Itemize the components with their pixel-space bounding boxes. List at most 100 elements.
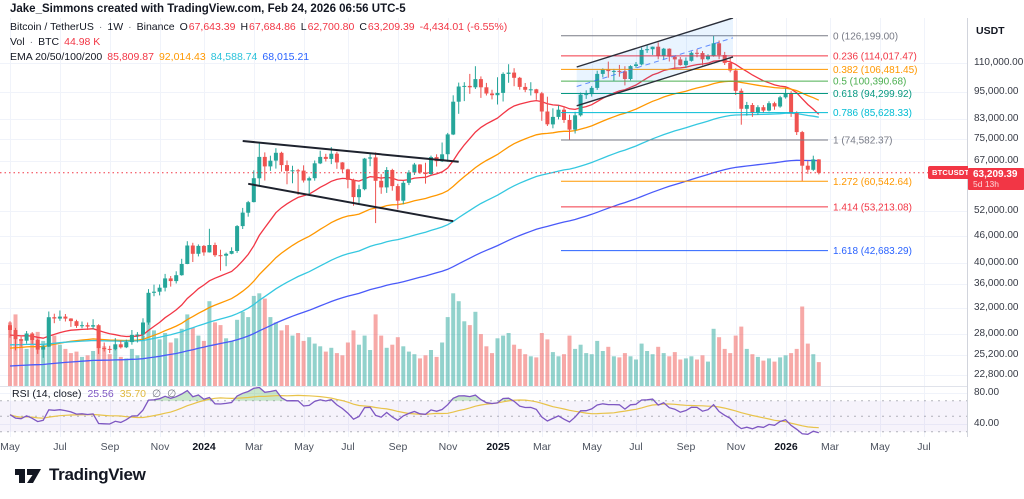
time-label[interactable]: May: [582, 441, 602, 453]
fib-label-0.236[interactable]: 0.236 (114,017.47): [833, 51, 917, 62]
candle[interactable]: [345, 168, 350, 189]
price-tick[interactable]: 95,000.00: [974, 86, 1019, 97]
rsi-ma-line[interactable]: [9, 394, 819, 429]
time-label[interactable]: May: [0, 441, 20, 453]
time-label[interactable]: Jul: [341, 441, 355, 453]
time-label[interactable]: Jul: [629, 441, 643, 453]
candle[interactable]: [207, 228, 212, 253]
candle[interactable]: [456, 82, 461, 114]
candle[interactable]: [224, 252, 229, 267]
candle[interactable]: [168, 276, 173, 287]
candle[interactable]: [395, 183, 400, 210]
fib-label-0.382[interactable]: 0.382 (106,481.45): [833, 65, 918, 76]
candle[interactable]: [556, 105, 561, 120]
candle[interactable]: [196, 244, 201, 257]
candle[interactable]: [445, 132, 450, 162]
candle[interactable]: [634, 62, 638, 68]
ema-legend-row[interactable]: EMA 20/50/100/200 85,809.87 92,014.43 84…: [10, 51, 310, 63]
candle[interactable]: [440, 142, 445, 163]
fib-label-1.414[interactable]: 1.414 (53,213.08): [833, 202, 912, 213]
candle[interactable]: [334, 151, 339, 169]
price-tick[interactable]: 40,000.00: [974, 257, 1019, 268]
candle[interactable]: [57, 310, 62, 321]
candle[interactable]: [91, 319, 96, 329]
volume-legend-row[interactable]: Vol · BTC 44.98 K: [10, 36, 101, 48]
candle[interactable]: [124, 339, 129, 349]
candle[interactable]: [528, 82, 533, 96]
candle[interactable]: [567, 114, 572, 140]
candle[interactable]: [473, 66, 478, 89]
candle[interactable]: [19, 336, 24, 347]
rsi-tick[interactable]: 40.00: [974, 418, 1000, 429]
candle[interactable]: [517, 76, 522, 90]
rsi-line[interactable]: [9, 387, 819, 435]
candle[interactable]: [545, 96, 550, 126]
candle[interactable]: [268, 155, 273, 171]
time-label[interactable]: Sep: [100, 441, 120, 453]
candle[interactable]: [711, 35, 716, 57]
candle[interactable]: [340, 162, 345, 173]
candle[interactable]: [672, 55, 677, 68]
time-label[interactable]: Nov: [438, 441, 458, 453]
candle[interactable]: [107, 345, 112, 354]
trendline[interactable]: [248, 182, 454, 223]
time-label[interactable]: Sep: [676, 441, 696, 453]
candle[interactable]: [290, 165, 295, 184]
candle[interactable]: [406, 170, 411, 186]
candle[interactable]: [805, 160, 810, 174]
candle[interactable]: [706, 54, 710, 61]
candle[interactable]: [744, 101, 749, 116]
candle[interactable]: [174, 271, 179, 284]
time-label[interactable]: Nov: [726, 441, 746, 453]
price-tick[interactable]: 110,000.00: [974, 57, 1024, 68]
candle[interactable]: [146, 289, 151, 325]
candle[interactable]: [307, 176, 312, 195]
candle[interactable]: [251, 170, 256, 203]
candle[interactable]: [617, 64, 622, 77]
candle[interactable]: [35, 338, 40, 354]
fib-label-0.618[interactable]: 0.618 (94,299.92): [833, 89, 912, 100]
candle[interactable]: [512, 68, 517, 87]
price-tick[interactable]: 22,800.00: [974, 369, 1019, 380]
candle[interactable]: [63, 314, 68, 322]
candle[interactable]: [80, 321, 84, 329]
price-tick[interactable]: 67,000.00: [974, 155, 1019, 166]
candle[interactable]: [13, 327, 18, 351]
candle[interactable]: [85, 322, 90, 331]
candle[interactable]: [273, 148, 278, 169]
channel-line[interactable]: [576, 18, 734, 68]
candle[interactable]: [213, 242, 217, 257]
candle[interactable]: [301, 165, 306, 183]
candle[interactable]: [401, 181, 406, 205]
candle[interactable]: [534, 88, 539, 100]
candle[interactable]: [368, 153, 373, 167]
candle[interactable]: [285, 160, 289, 185]
candle[interactable]: [755, 105, 760, 115]
candle[interactable]: [650, 46, 655, 55]
candle[interactable]: [733, 68, 738, 95]
candle[interactable]: [539, 91, 544, 121]
candle[interactable]: [811, 155, 816, 171]
candle[interactable]: [201, 245, 206, 256]
candle[interactable]: [373, 152, 378, 224]
candle[interactable]: [157, 284, 162, 296]
candle[interactable]: [68, 318, 73, 327]
candle[interactable]: [728, 58, 733, 73]
candle[interactable]: [661, 47, 666, 60]
candle[interactable]: [141, 318, 145, 340]
candle[interactable]: [467, 73, 472, 94]
fib-label-1.272[interactable]: 1.272 (60,542.64): [833, 177, 912, 188]
rsi-legend-row[interactable]: RSI (14, close) 25.56 35.70 ∅ ∅: [12, 388, 177, 400]
symbol-price-flag[interactable]: BTCUSDT: [928, 166, 974, 179]
candle[interactable]: [573, 111, 578, 134]
time-label[interactable]: Nov: [150, 441, 170, 453]
ema-50-line[interactable]: [9, 80, 820, 349]
ema-20-line[interactable]: [9, 59, 820, 339]
candle[interactable]: [41, 344, 46, 358]
candle[interactable]: [778, 95, 783, 108]
candle[interactable]: [667, 48, 672, 62]
fib-label-1[interactable]: 1 (74,582.37): [833, 136, 893, 147]
candle[interactable]: [96, 324, 101, 354]
candle[interactable]: [229, 247, 234, 255]
chart-canvas[interactable]: 0 (126,199.00) 0.236 (114,017.47) 0.382 (1…: [0, 18, 1024, 457]
